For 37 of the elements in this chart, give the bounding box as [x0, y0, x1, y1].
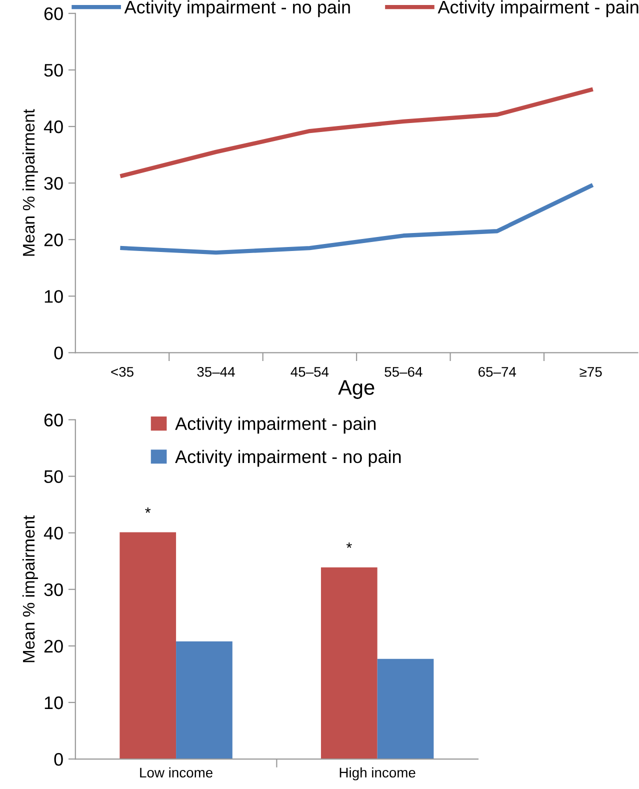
y-tick-label: 30 — [44, 583, 63, 596]
y-axis-title: Mean % impairment — [22, 109, 38, 256]
line-series — [120, 88, 593, 178]
y-tick-label: 30 — [44, 176, 63, 190]
annotation: * — [145, 507, 151, 513]
y-tick-label: 40 — [44, 120, 63, 134]
line-series — [120, 184, 593, 255]
y-tick-label: 10 — [44, 290, 63, 303]
y-axis-title: Mean % impairment — [22, 515, 38, 662]
y-tick-label: 20 — [44, 234, 63, 246]
legend-label: Activity impairment - pain — [175, 416, 376, 434]
x-tick-label: 55–64 — [384, 366, 422, 377]
y-tick-label: 60 — [44, 414, 63, 426]
x-tick-label: ≥75 — [580, 367, 602, 377]
x-tick-label: Low income — [140, 767, 212, 778]
x-tick-label: 65–74 — [478, 366, 516, 377]
y-tick-label: 50 — [44, 64, 63, 77]
y-tick-label: 10 — [44, 696, 63, 710]
y-tick-label: 50 — [44, 470, 63, 484]
x-tick-label: <35 — [111, 366, 134, 377]
y-tick-label: 0 — [54, 752, 63, 766]
y-tick-label: 60 — [44, 7, 63, 20]
x-tick-label: 35–44 — [197, 366, 235, 377]
annotation: * — [346, 542, 352, 548]
legend-label: Activity impairment - no pain — [124, 0, 350, 18]
y-tick-label: 20 — [44, 640, 63, 653]
legend-label: Activity impairment - no pain — [175, 450, 401, 467]
bar — [176, 641, 232, 760]
bar — [377, 658, 434, 760]
bar — [120, 532, 176, 760]
y-tick-label: 40 — [44, 526, 63, 540]
y-tick-label: 0 — [54, 346, 63, 360]
x-tick-label: High income — [340, 767, 416, 780]
legend-label: Activity impairment - pain — [438, 0, 638, 18]
x-tick-label: 45–54 — [290, 367, 329, 377]
x-axis-title: Age — [338, 380, 374, 399]
bar — [320, 567, 378, 760]
